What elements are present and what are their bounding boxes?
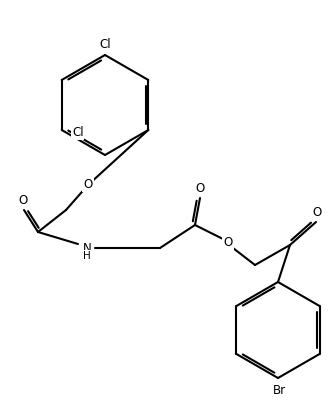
Text: Cl: Cl — [99, 38, 111, 50]
Text: N: N — [83, 242, 92, 255]
Text: O: O — [18, 194, 28, 206]
Text: O: O — [312, 206, 322, 219]
Text: O: O — [195, 181, 205, 194]
Text: Cl: Cl — [72, 126, 84, 139]
Text: Br: Br — [273, 383, 286, 396]
Text: O: O — [223, 236, 233, 250]
Text: O: O — [83, 179, 92, 191]
Text: H: H — [83, 251, 91, 261]
